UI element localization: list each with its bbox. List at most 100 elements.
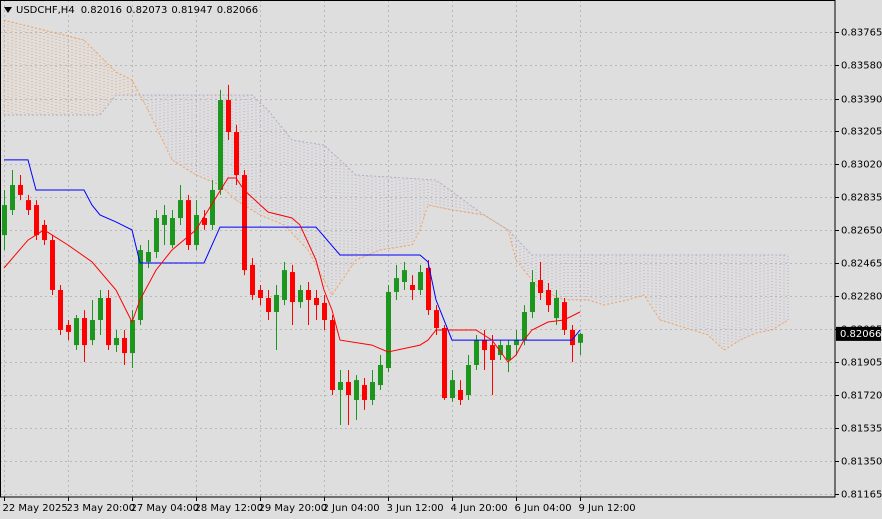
candle-body (394, 278, 399, 292)
candle-body (274, 294, 279, 313)
candles (2, 84, 583, 426)
candle-body (530, 281, 535, 313)
y-tick-label: 0.82465 (841, 259, 882, 270)
candle-body (90, 320, 95, 341)
candle-body (506, 345, 511, 361)
y-tick-label: 0.82650 (841, 226, 882, 237)
candle-body (10, 184, 15, 211)
candle-body (578, 333, 583, 343)
candle-body (202, 218, 207, 225)
menu-triangle[interactable] (4, 7, 12, 13)
candle-body (242, 175, 247, 271)
senkou-span-b (4, 94, 788, 256)
y-tick-label: 0.82835 (841, 193, 882, 204)
grid (0, 0, 835, 497)
y-tick-label: 0.81165 (841, 490, 882, 501)
candle-body (322, 302, 327, 321)
y-tick-label: 0.83580 (841, 61, 882, 72)
x-tick-label: 28 May 12:00 (195, 503, 264, 514)
y-tick-label: 0.81905 (841, 358, 882, 369)
x-tick-label: 2 Jun 04:00 (323, 503, 380, 514)
candle-body (546, 289, 551, 306)
candle-body (42, 224, 47, 241)
candle-body (218, 100, 223, 190)
candle-body (466, 364, 471, 396)
candle-body (354, 380, 359, 400)
candle-body (554, 297, 559, 319)
x-tick-label: 23 May 20:00 (67, 503, 136, 514)
candle-body (402, 270, 407, 282)
indicator-line (4, 159, 581, 341)
header-close: 0.82066 (217, 5, 258, 16)
y-tick-label: 0.81350 (841, 457, 882, 468)
candle-body (18, 184, 23, 195)
candle-body (34, 205, 39, 236)
candle-body (234, 132, 239, 176)
candle-body (226, 100, 231, 133)
candle-body (154, 218, 159, 252)
candle-body (178, 200, 183, 219)
candle-body (290, 272, 295, 303)
candle-body (426, 267, 431, 311)
candle-body (266, 297, 271, 313)
candle-body (162, 215, 167, 225)
candle-body (146, 251, 151, 262)
candle-body (498, 345, 503, 356)
x-tick-label: 22 May 2025 (3, 503, 68, 514)
candle-body (378, 364, 383, 386)
candle-body (474, 340, 479, 365)
candle-body (58, 289, 63, 330)
candle-body (346, 382, 351, 396)
candle-body (74, 318, 79, 346)
header-open: 0.82016 (81, 5, 122, 16)
candle-body (106, 297, 111, 346)
y-tick-label: 0.83205 (841, 127, 882, 138)
candle-body (442, 328, 447, 399)
ichimoku-cloud (3, 19, 789, 351)
candle-body (282, 270, 287, 300)
x-tick-label: 9 Jun 12:00 (579, 503, 636, 514)
candle-body (170, 218, 175, 246)
candle-body (98, 297, 103, 321)
candle-body (434, 310, 439, 329)
candle-body (514, 340, 519, 346)
candle-body (26, 200, 31, 211)
candle-body (418, 272, 423, 290)
x-tick-label: 3 Jun 12:00 (387, 503, 444, 514)
y-tick-label: 0.81720 (841, 391, 882, 402)
symbol: USDCHF,H4 (16, 5, 75, 16)
candle-body (298, 289, 303, 303)
candle-body (114, 337, 119, 346)
y-tick-label: 0.82280 (841, 292, 882, 303)
candle-body (250, 264, 255, 295)
candle-body (490, 345, 495, 361)
candle-body (186, 200, 191, 246)
candle-body (458, 390, 463, 400)
x-tick-label: 27 May 04:00 (131, 503, 200, 514)
candle-body (338, 382, 343, 391)
x-tick-label: 4 Jun 20:00 (451, 503, 508, 514)
candle-body (2, 205, 7, 236)
candle-body (314, 297, 319, 306)
y-tick-label: 0.81535 (841, 424, 882, 435)
candle-body (306, 289, 311, 300)
indicator-lines (3, 159, 581, 363)
candle-body (538, 280, 543, 294)
axes: 0.83765 0.83580 0.83390 0.83205 0.83020 0.828… (3, 28, 882, 515)
price-box (836, 326, 881, 341)
x-tick-label: 6 Jun 04:00 (515, 503, 572, 514)
y-tick-label: 0.83390 (841, 95, 882, 106)
candle-body (82, 318, 87, 346)
header: USDCHF,H4 0.82016 0.82073 0.81947 0.82066 (16, 5, 258, 16)
candle-body (50, 240, 55, 290)
candle-body (482, 340, 487, 351)
candle-body (522, 312, 527, 341)
x-tick-label: 29 May 20:00 (259, 503, 328, 514)
y-tick-label: 0.83765 (841, 28, 882, 39)
candle-body (570, 329, 575, 346)
candle-body (386, 291, 391, 368)
price-label: 0.82066 (840, 329, 881, 340)
candle-body (450, 380, 455, 399)
